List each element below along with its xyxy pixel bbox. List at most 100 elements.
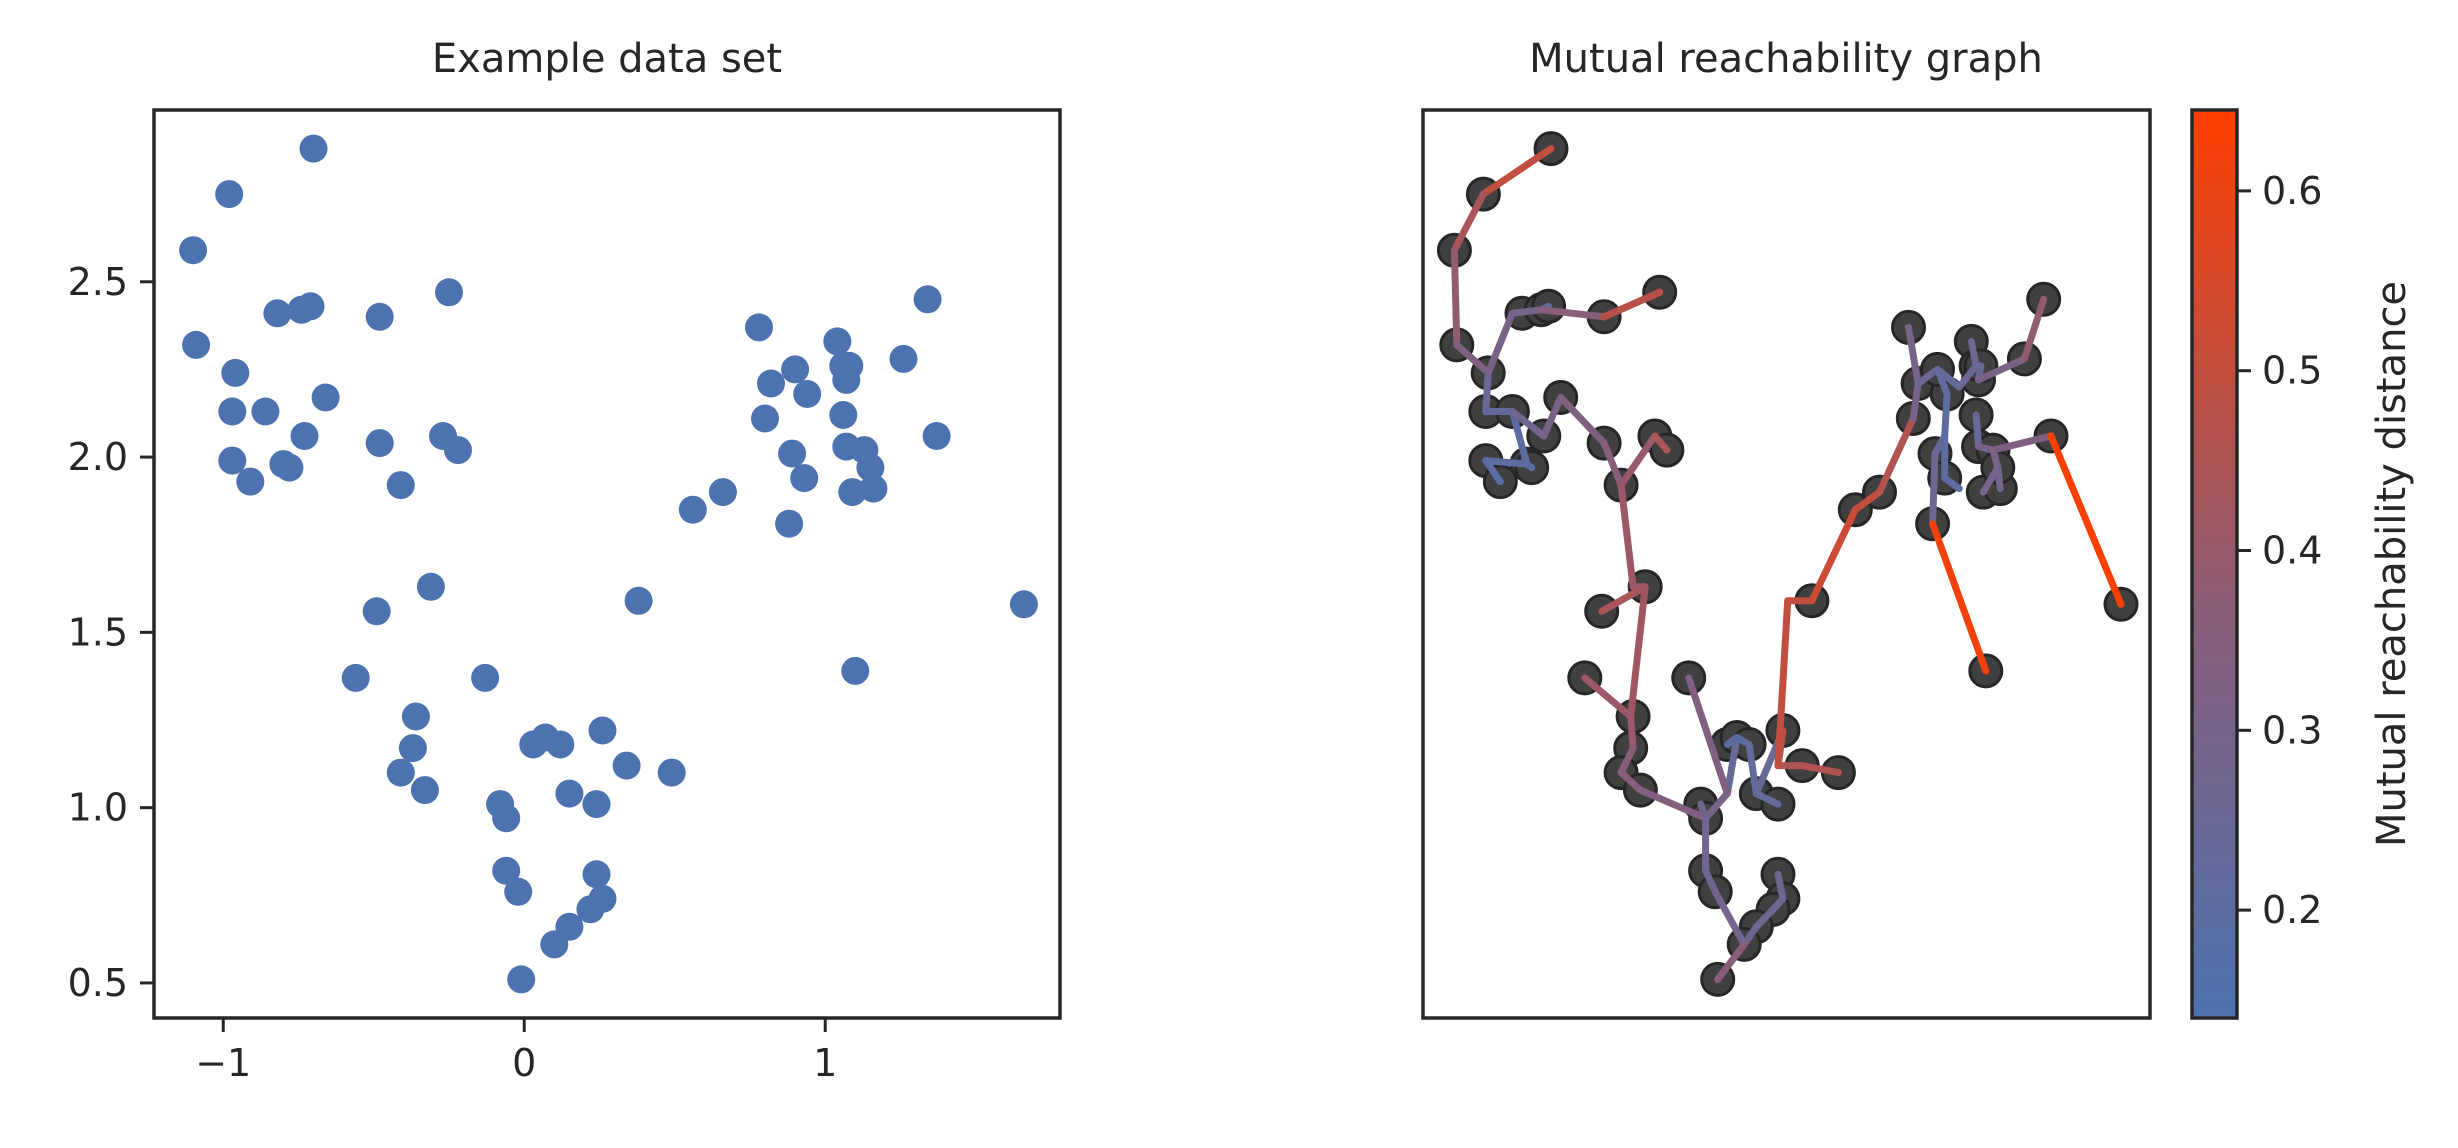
scatter-point [365, 302, 394, 331]
scatter-point [507, 965, 536, 994]
graph-panel: Mutual reachability graph [1421, 36, 2152, 1020]
graph-title: Mutual reachability graph [1529, 36, 2043, 82]
graph-edge [1627, 583, 1649, 720]
graph-edge [1909, 380, 1922, 422]
scatter-point [835, 351, 864, 380]
scatter-point [492, 804, 521, 833]
scatter-point [341, 663, 370, 692]
graph-edge [2020, 295, 2048, 363]
graph-edge [1557, 394, 1608, 447]
graph-edge [1752, 905, 1777, 931]
x-tick-label: −1 [195, 1041, 251, 1085]
scatter-point [775, 509, 804, 538]
graph-edge [1453, 341, 1492, 377]
scatter-point [793, 380, 822, 408]
scatter-points [179, 134, 1038, 994]
colorbar: 0.2 0.3 0.4 0.5 0.6 Mutual reachability dist… [2190, 108, 2415, 1020]
graph-edge [1581, 674, 1635, 720]
graph-edge [1450, 190, 1487, 254]
graph-edge [1685, 674, 1731, 798]
graph-edge [1941, 474, 1963, 493]
scatter-point [435, 278, 463, 307]
scatter-point [889, 344, 918, 373]
scatter-point [657, 758, 686, 787]
scatter-point [221, 358, 250, 387]
scatter-point [582, 860, 611, 889]
scatter-point [582, 790, 611, 819]
scatter-point [471, 663, 500, 692]
scatter-point [236, 467, 265, 496]
graph-edge [1540, 394, 1565, 440]
graph-edge [1537, 306, 1608, 321]
scatter-point [218, 397, 247, 426]
scatter-point [296, 292, 325, 321]
scatter-title: Example data set [432, 36, 782, 82]
colorbar-label: Mutual reachability distance [2369, 281, 2415, 847]
graph-edge [1740, 923, 1760, 948]
graph-edge [1484, 309, 1516, 377]
scatter-point [757, 369, 785, 398]
y-tick-label: 1.0 [68, 786, 128, 830]
scatter-point [365, 429, 394, 458]
graph-edge [1714, 940, 1748, 983]
graph-edge [1972, 411, 1982, 451]
graph-edge [1636, 786, 1710, 822]
graph-nodes [1436, 131, 2139, 997]
scatter-point [823, 327, 852, 356]
scatter-point [778, 439, 807, 468]
graph-edge [1876, 415, 1917, 496]
scatter-panel: Example data set −1 0 1 0.5 1.0 1.5 2.0 2.5 [68, 36, 1062, 1085]
graph-edge [1723, 734, 1741, 798]
colorbar-gradient [2190, 108, 2239, 1020]
scatter-point [263, 299, 292, 328]
scatter-point [275, 453, 304, 482]
colorbar-tick-label: 0.4 [2262, 529, 2322, 573]
y-tick-label: 2.5 [68, 260, 128, 304]
graph-edge [1774, 870, 1787, 903]
graph-edge [1989, 432, 2055, 454]
scatter-point [624, 586, 653, 615]
scatter-x-axis: −1 0 1 [195, 1018, 837, 1085]
graph-edge [1508, 306, 1545, 317]
y-tick-label: 1.5 [68, 610, 128, 654]
scatter-point [362, 597, 391, 626]
graph-edge [1598, 583, 1649, 615]
graph-edge [1941, 390, 1951, 440]
graph-edge [1600, 439, 1625, 489]
scatter-point [386, 471, 415, 500]
graph-edge [1934, 365, 1963, 391]
graph-edge [1774, 597, 1792, 770]
colorbar-ticks: 0.2 0.3 0.4 0.5 0.6 [2237, 169, 2322, 932]
graph-edge [1508, 408, 1548, 440]
graph-edge [1702, 867, 1719, 896]
scatter-point [182, 330, 211, 359]
scatter-point [290, 422, 319, 450]
scatter-point [781, 355, 810, 384]
graph-edge [1482, 457, 1531, 468]
graph-edge [1752, 790, 1782, 808]
scatter-point [179, 236, 208, 265]
graph-edge [1627, 713, 1637, 752]
scatter-point [856, 453, 885, 482]
y-tick-label: 0.5 [68, 961, 128, 1005]
scatter-point [444, 436, 472, 465]
scatter-point [859, 474, 888, 503]
scatter-point [299, 134, 328, 163]
graph-edge [1617, 432, 1659, 489]
graph-edge [1914, 365, 1941, 387]
scatter-point [678, 495, 707, 524]
graph-edge [1955, 362, 1980, 391]
graph-edge [1450, 246, 1461, 349]
scatter-point [612, 751, 641, 780]
scatter-y-axis: 0.5 1.0 1.5 2.0 2.5 [68, 260, 154, 1005]
scatter-point [410, 776, 439, 805]
scatter-point [215, 180, 244, 209]
graph-edge [1702, 790, 1731, 822]
scatter-point [492, 856, 521, 885]
graph-edge [1745, 741, 1760, 798]
x-tick-label: 0 [512, 1041, 536, 1085]
scatter-point [745, 313, 773, 342]
scatter-point [829, 401, 858, 429]
scatter-point [218, 446, 247, 475]
